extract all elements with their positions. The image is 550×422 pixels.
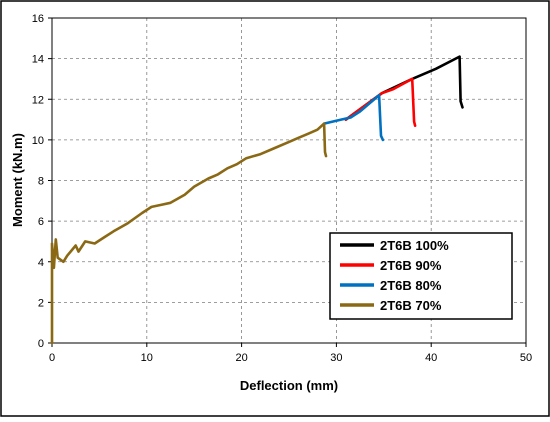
x-tick-label-0: 0 <box>49 352 55 364</box>
y-tick-label-0: 0 <box>38 338 44 350</box>
legend: 2T6B 100% 2T6B 90% 2T6B 80% 2T6B 70% <box>329 232 513 320</box>
legend-label-3: 2T6B 70% <box>380 298 442 313</box>
x-tick-label-1: 10 <box>141 352 153 364</box>
y-tick-label-2: 4 <box>38 257 44 269</box>
legend-label-2: 2T6B 80% <box>380 278 442 293</box>
x-tick-label-2: 20 <box>235 352 247 364</box>
series-layer <box>50 55 464 345</box>
y-tick-label-3: 6 <box>38 216 44 228</box>
y-axis-label: Moment (kN.m) <box>10 133 25 227</box>
y-tick-label-8: 16 <box>32 13 44 25</box>
x-tick-label-3: 30 <box>330 352 342 364</box>
x-tick-label-5: 50 <box>520 352 532 364</box>
series-line-2 <box>322 93 385 142</box>
x-tick-label-4: 40 <box>425 352 437 364</box>
y-tick-label-5: 10 <box>32 135 44 147</box>
y-tick-label-1: 2 <box>38 297 44 309</box>
tick-layer: 0 10 20 30 40 50 0 2 4 6 8 10 12 14 16 <box>32 13 532 364</box>
x-axis-label: Deflection (mm) <box>240 378 338 393</box>
series-line-3 <box>50 122 328 345</box>
legend-label-1: 2T6B 90% <box>380 258 442 273</box>
legend-label-0: 2T6B 100% <box>380 238 449 253</box>
y-tick-label-6: 12 <box>32 94 44 106</box>
y-tick-label-4: 8 <box>38 176 44 188</box>
y-tick-label-7: 14 <box>32 54 44 66</box>
